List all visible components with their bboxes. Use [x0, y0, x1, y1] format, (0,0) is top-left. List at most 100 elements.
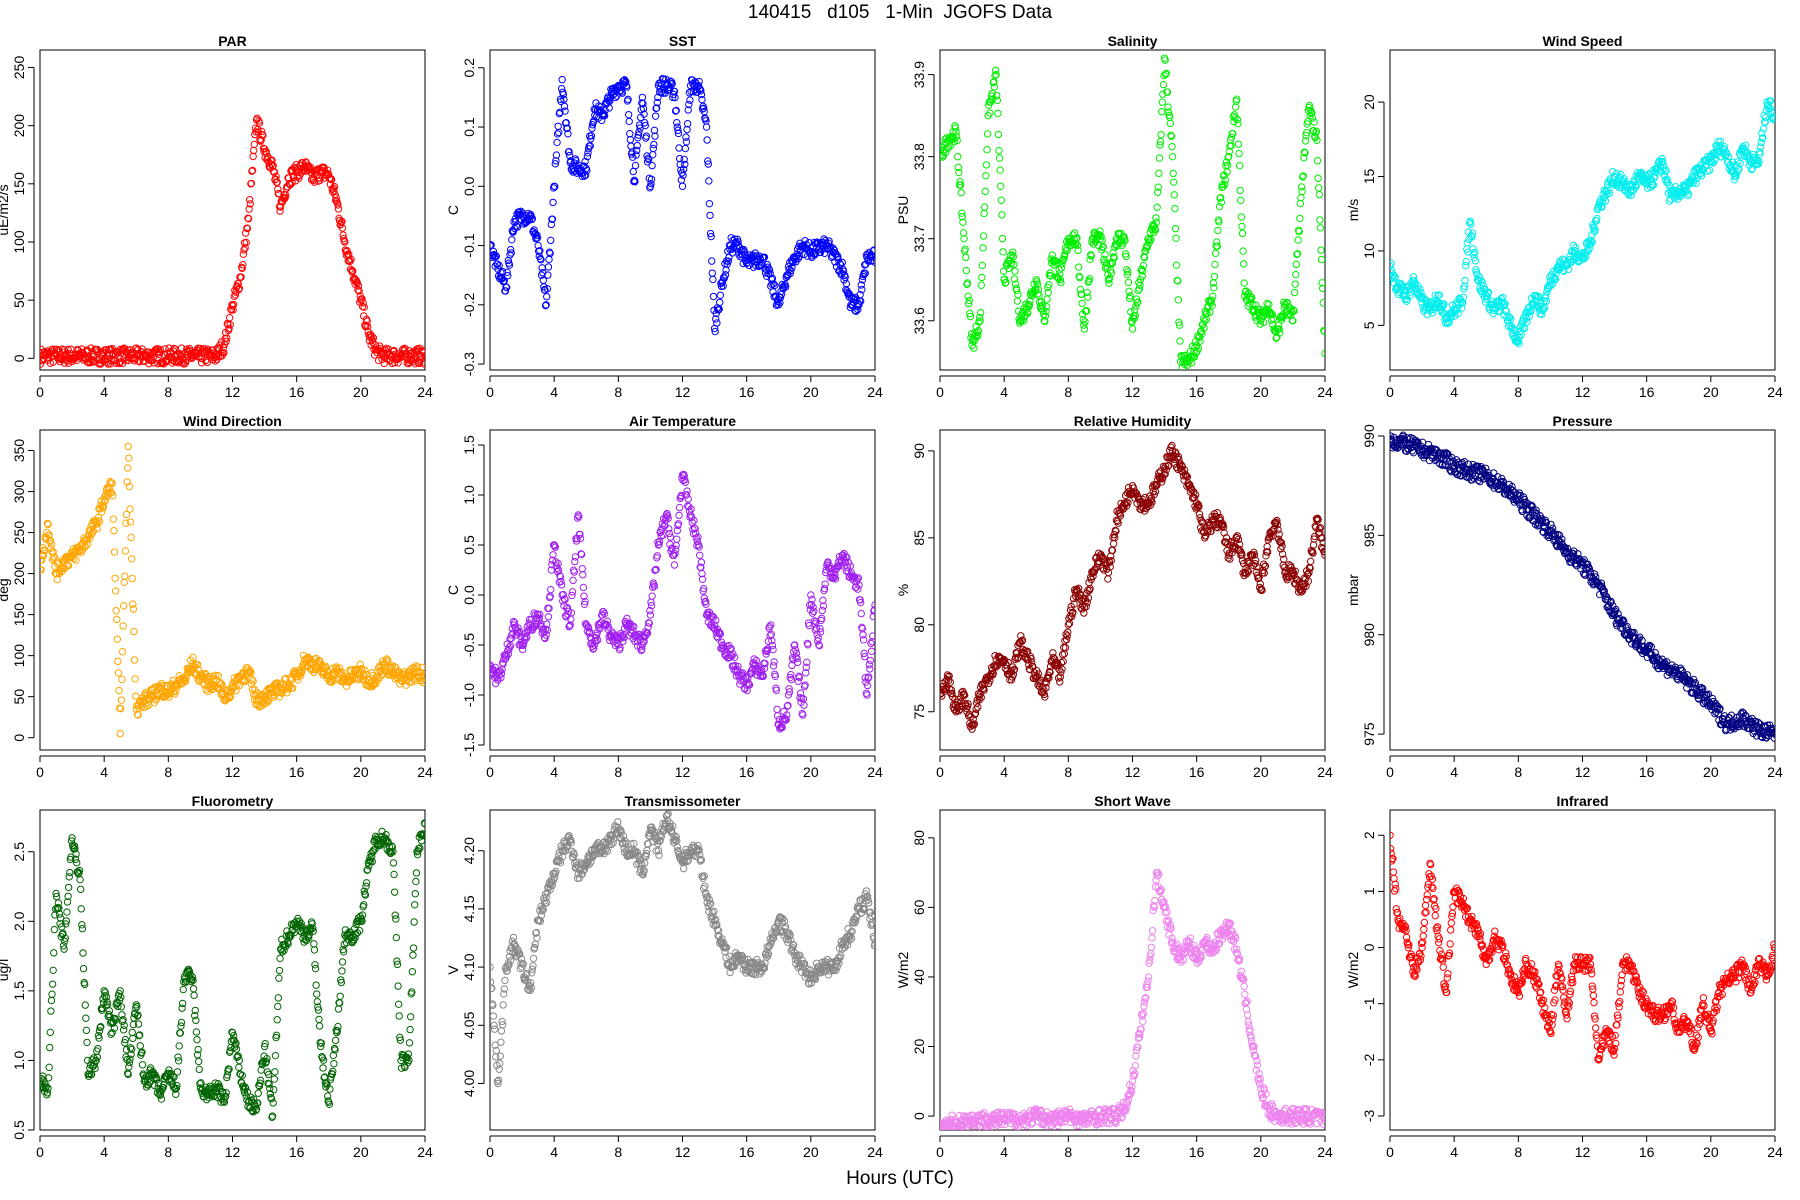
data-point [785, 688, 794, 696]
data-point [1261, 562, 1270, 570]
data-point [1160, 71, 1168, 80]
data-point [946, 142, 955, 150]
data-point [1175, 321, 1184, 329]
data-point [250, 140, 258, 149]
data-point [594, 636, 602, 644]
data-point [1290, 307, 1298, 315]
data-point [53, 345, 61, 354]
data-point [1310, 118, 1318, 126]
data-point [276, 207, 284, 215]
data-point [649, 144, 657, 153]
data-point [1039, 686, 1048, 694]
data-point [1031, 285, 1040, 293]
data-point [1233, 95, 1241, 103]
data-point [1233, 532, 1242, 540]
data-point [791, 641, 799, 649]
data-point [1153, 203, 1161, 211]
data-point [991, 66, 1000, 75]
data-point [1126, 292, 1134, 300]
data-point [1756, 150, 1764, 158]
y-tick-label: 150 [11, 603, 27, 627]
data-point [784, 701, 792, 710]
data-point [40, 356, 46, 365]
y-axis-label: % [895, 584, 911, 596]
data-point [339, 231, 347, 239]
data-points [940, 54, 1325, 370]
data-point [801, 681, 809, 689]
data-point [1156, 138, 1165, 146]
data-point [298, 668, 306, 676]
data-point [505, 261, 514, 269]
data-point [1081, 318, 1089, 326]
data-point [1247, 293, 1256, 302]
data-point [547, 236, 555, 245]
data-point [505, 643, 514, 651]
data-point [130, 627, 138, 636]
data-point [1200, 317, 1209, 325]
data-point [956, 181, 965, 189]
data-point [944, 676, 953, 685]
data-point [1301, 149, 1309, 157]
data-point [706, 229, 715, 238]
data-point [512, 222, 521, 230]
data-point [490, 241, 494, 250]
data-point [1304, 577, 1313, 585]
data-point [564, 130, 572, 138]
data-point [653, 98, 661, 107]
data-point [841, 558, 849, 567]
data-point [768, 636, 776, 645]
data-point [1047, 255, 1055, 263]
data-point [177, 344, 186, 352]
data-point [859, 631, 867, 639]
data-point [1225, 152, 1233, 161]
data-point [995, 146, 1003, 155]
data-point [1542, 291, 1550, 300]
data-point [1174, 277, 1182, 285]
data-point [492, 252, 501, 260]
data-point [150, 359, 158, 367]
data-point [545, 255, 553, 264]
data-point [249, 152, 257, 161]
data-point [724, 257, 733, 265]
data-point [1402, 291, 1410, 300]
data-point [1468, 233, 1476, 241]
data-point [254, 700, 262, 709]
data-point [56, 564, 65, 572]
data-point [1059, 657, 1067, 666]
data-point [1732, 172, 1740, 180]
data-point [1054, 275, 1063, 283]
data-point [223, 334, 231, 342]
data-point [544, 613, 553, 621]
data-point [1724, 152, 1733, 161]
data-point [129, 600, 137, 608]
data-point [1292, 260, 1301, 269]
data-point [871, 253, 875, 262]
data-point [245, 196, 254, 204]
data-point [40, 547, 49, 555]
data-point [1276, 537, 1284, 546]
data-point [1063, 632, 1071, 640]
data-point [784, 262, 793, 271]
data-point [200, 345, 209, 353]
data-point [745, 681, 754, 689]
data-point [1133, 299, 1141, 307]
data-point [1215, 218, 1223, 226]
data-point [946, 678, 955, 686]
data-point [599, 608, 608, 616]
data-point [722, 266, 730, 274]
data-point [856, 596, 864, 604]
data-point [409, 355, 418, 363]
data-point [1269, 525, 1278, 534]
data-point [955, 168, 963, 177]
data-point [537, 256, 545, 264]
data-point [110, 527, 118, 535]
data-point [1210, 284, 1218, 292]
data-point [1135, 285, 1144, 293]
data-point [245, 205, 253, 213]
data-point [787, 671, 795, 679]
data-point [1571, 243, 1580, 252]
data-point [343, 246, 351, 255]
data-point [1058, 665, 1066, 673]
data-point [1083, 598, 1091, 607]
